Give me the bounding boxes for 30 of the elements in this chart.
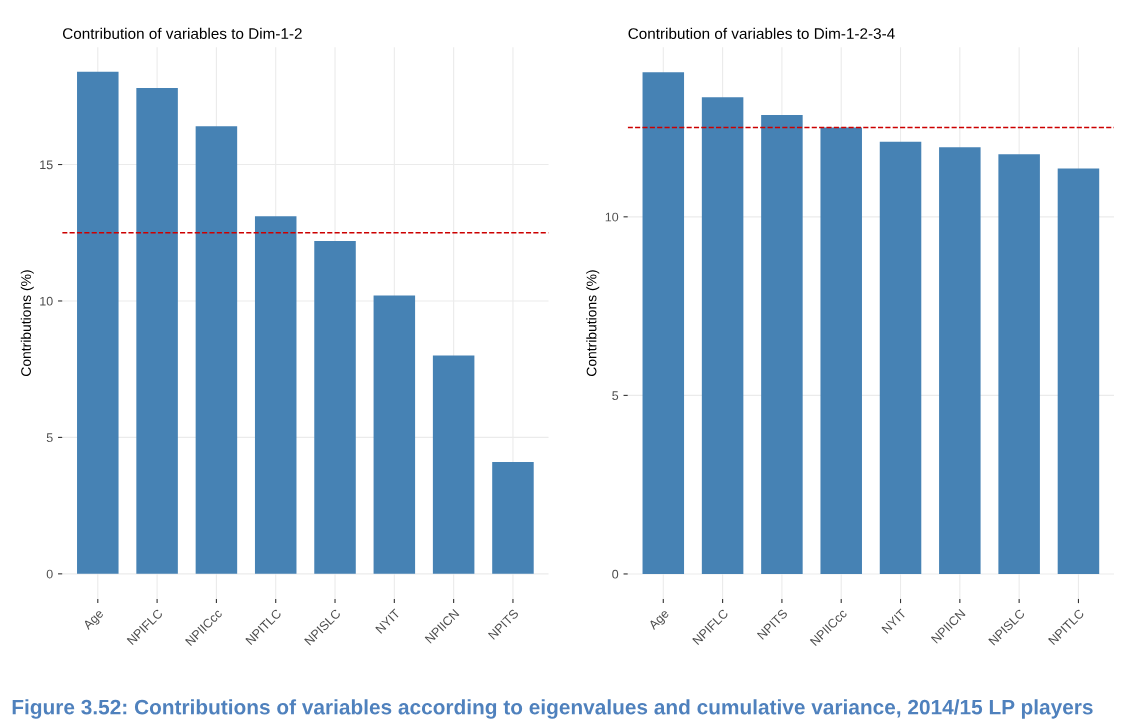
bar <box>314 240 356 574</box>
bar <box>492 461 534 574</box>
bar <box>642 72 685 574</box>
y-tick-label: 5 <box>46 433 53 443</box>
y-tick-label: 10 <box>605 212 619 222</box>
y-axis-title: Contributions (%) <box>586 270 600 377</box>
y-tick-label: 10 <box>40 296 53 306</box>
bar <box>820 127 862 574</box>
bar <box>879 141 922 574</box>
bar <box>998 154 1040 574</box>
bar <box>939 147 981 574</box>
bar <box>432 355 475 574</box>
caption: Figure 3.52: Contributions of variables according to eigenvalues and cumulative variance, 2014/15 LP players <box>12 699 1093 719</box>
x-tick-label: Age <box>647 608 672 632</box>
chart-title: Contribution of variables to Dim-1-2-3-4 <box>628 27 895 40</box>
bar <box>373 295 416 574</box>
chart-title: Contribution of variables to Dim-1-2 <box>62 27 302 40</box>
bar <box>195 126 238 574</box>
y-tick-label: 0 <box>46 569 53 579</box>
bar <box>77 71 119 574</box>
bar <box>701 97 744 574</box>
x-tick-label: Age <box>82 608 106 632</box>
y-tick-label: 5 <box>612 391 619 401</box>
y-tick-label: 15 <box>40 160 53 170</box>
y-axis-title: Contributions (%) <box>20 270 34 377</box>
y-tick-label: 0 <box>612 569 619 579</box>
bar <box>1057 168 1100 574</box>
bar <box>761 115 803 574</box>
bar <box>136 88 178 574</box>
bar <box>254 216 297 574</box>
